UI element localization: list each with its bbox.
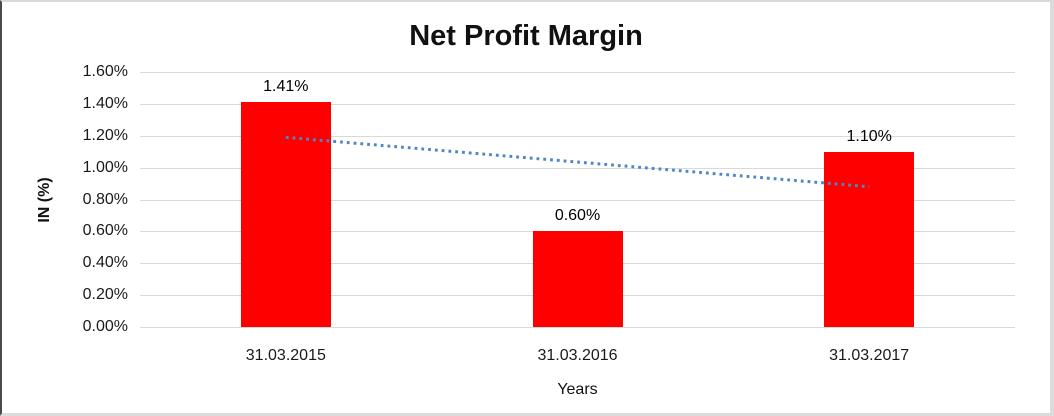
gridline [140,103,1015,105]
bar [824,151,915,327]
y-axis-tick-label: 1.60% [82,63,128,80]
bar [532,231,623,327]
y-axis-tick-label: 1.00% [82,158,128,176]
chart-title: Net Profit Margin [409,20,643,52]
gridline [140,327,1015,328]
category-label: 31.03.2016 [537,347,618,364]
y-axis-tick-label: 0.40% [82,254,128,272]
y-axis-tick-label: 0.80% [82,190,128,208]
y-axis-tick-label: 1.40% [82,94,128,112]
y-axis-tick-label: 1.20% [82,126,128,144]
y-axis-tick-label: 0.60% [82,222,128,240]
trendline-path [285,135,870,189]
bar [240,102,331,327]
bar-value-label: 0.60% [554,207,601,225]
y-axis-tick-label: 0.20% [82,286,128,304]
y-axis-tick-label: 0.00% [82,318,128,335]
gridline [140,199,1015,201]
x-axis-title: Years [557,381,598,398]
bar-value-label: 1.41% [263,78,309,96]
bar-value-label: 1.10% [846,127,892,145]
category-label: 31.03.2017 [829,347,910,364]
category-label: 31.03.2015 [245,347,326,364]
gridline [140,72,1015,73]
